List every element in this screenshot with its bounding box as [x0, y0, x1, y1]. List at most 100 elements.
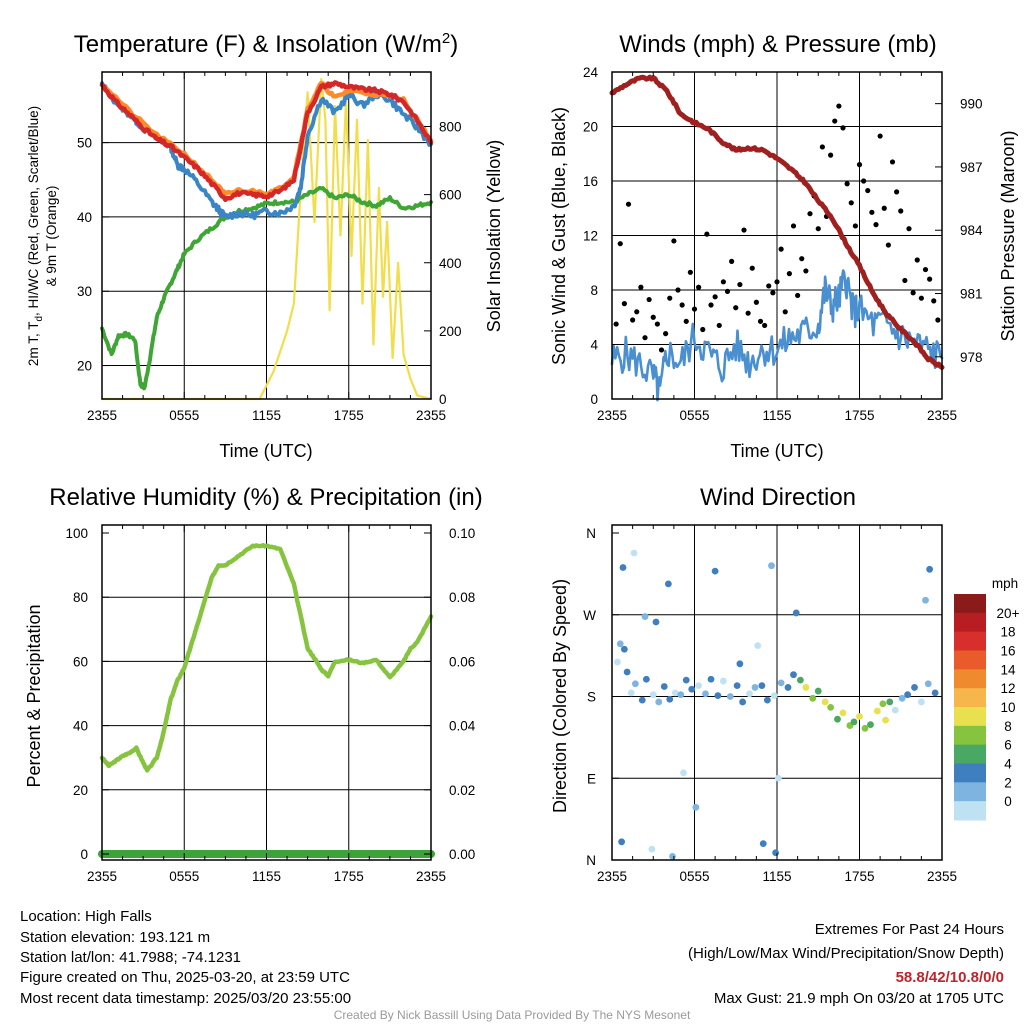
gust-point: [807, 211, 813, 217]
temperature-y2-tick-label: 0: [439, 392, 447, 407]
direction-point: [719, 677, 727, 685]
gust-point: [762, 322, 768, 329]
gust-point: [749, 265, 755, 271]
solar-insolation-line: [100, 77, 433, 401]
max-gust: Max Gust: 21.9 mph On 03/20 at 1705 UTC: [714, 990, 1004, 1007]
station-info: Location: High Falls Station elevation: …: [20, 908, 351, 1007]
humidity-y2-tick-label: 0.06: [449, 654, 475, 669]
gust-point: [935, 317, 941, 323]
direction-point: [917, 698, 925, 706]
colorbar-swatch: [954, 631, 986, 651]
temperature-title: Temperature (F) & Insolation (W/m2): [74, 30, 458, 58]
winds-x-tick-label: 0555: [679, 408, 709, 423]
gust-point: [927, 276, 933, 282]
direction-point: [688, 685, 696, 693]
gust-point: [720, 279, 726, 285]
humidity-y-tick-label: 60: [73, 654, 88, 669]
gust-point: [774, 279, 780, 285]
gust-point: [770, 290, 776, 296]
direction-point: [886, 698, 894, 706]
humidity-x-tick-label: 2355: [416, 869, 446, 884]
gust-point: [906, 226, 912, 232]
direction-point: [702, 690, 709, 698]
gust-point: [832, 118, 838, 124]
station-pressure-line: [609, 74, 945, 370]
direction-point: [867, 721, 874, 729]
winds-x-tick-label: 2355: [597, 408, 627, 423]
direction-point: [666, 695, 674, 703]
direction-point: [652, 618, 660, 626]
humidity-y2-tick-label: 0.02: [449, 783, 475, 798]
temperature-y-tick-label: 20: [77, 359, 92, 374]
direction-point: [733, 682, 741, 689]
gust-point: [848, 200, 854, 206]
gust-point: [782, 309, 788, 315]
winds-y2-tick-label: 984: [960, 223, 983, 238]
colorbar-unit-label: mph: [992, 576, 1018, 591]
direction-point: [619, 564, 627, 571]
gust-point: [691, 306, 698, 312]
direction-point: [641, 613, 649, 620]
gust-point: [621, 301, 627, 307]
gust-point: [803, 268, 809, 274]
temperature-y2-tick-label: 400: [439, 256, 462, 271]
humidity-title: Relative Humidity (%) & Precipitation (i…: [49, 484, 482, 511]
direction-point: [618, 838, 626, 846]
gust-point: [790, 223, 797, 229]
colorbar-label: 12: [1000, 681, 1015, 696]
winds-left-axis-label: Sonic Wind & Gust (Blue, Black): [549, 107, 569, 365]
winds-y2-tick-label: 990: [960, 97, 983, 112]
gust-point: [889, 159, 896, 165]
gust-point: [729, 258, 735, 264]
gust-point: [877, 133, 883, 139]
gust-point: [745, 310, 751, 316]
direction-point: [802, 684, 810, 691]
direction-point: [821, 698, 829, 706]
direction-point: [669, 852, 676, 860]
colorbar-swatch: [954, 763, 986, 783]
gust-point: [667, 295, 673, 301]
direction-point: [790, 671, 797, 679]
gust-point: [617, 241, 623, 247]
temperature-panel: Temperature (F) & Insolation (W/m2) 2355…: [26, 30, 504, 461]
gust-point: [741, 227, 747, 233]
direction-point: [642, 675, 650, 683]
gust-point: [885, 242, 891, 248]
winds-y-tick-label: 8: [590, 283, 598, 298]
gust-point: [700, 326, 706, 333]
gust-point: [856, 162, 863, 168]
winds-y-tick-label: 12: [583, 229, 598, 244]
direction-point: [768, 562, 775, 570]
humidity-y2-tick-label: 0.04: [449, 719, 476, 734]
extremes-values: 58.8/42/10.8/0/0: [896, 969, 1004, 986]
gust-point: [828, 152, 834, 158]
direction-x-tick-label: 0555: [679, 869, 709, 884]
direction-point: [758, 682, 766, 689]
direction-y-tick-label: N: [586, 526, 596, 541]
extremes-title: Extremes For Past 24 Hours: [815, 921, 1004, 938]
gust-point: [836, 103, 842, 109]
temperature-x-tick-label: 2355: [416, 408, 446, 423]
colorbar-swatch: [954, 612, 986, 633]
winds-y2-tick-label: 981: [960, 287, 983, 302]
credit-line: Created By Nick Bassill Using Data Provi…: [334, 1008, 691, 1022]
direction-point: [631, 680, 639, 688]
figure-created: Figure created on Thu, 2025-03-20, at 23…: [20, 969, 350, 986]
gust-point: [931, 298, 937, 304]
temperature-y2-tick-label: 600: [439, 188, 462, 203]
humidity-x-tick-label: 1755: [334, 869, 364, 884]
temperature-x-tick-label: 1155: [252, 408, 281, 423]
temperature-2m-line: [99, 80, 434, 203]
direction-point: [680, 769, 687, 777]
direction-point: [792, 609, 800, 617]
direction-point: [772, 849, 780, 857]
direction-y-tick-label: E: [587, 771, 596, 786]
gust-point: [716, 322, 722, 329]
colorbar-label: 16: [1000, 644, 1015, 659]
gust-point: [625, 201, 632, 207]
direction-left-axis-label: Direction (Colored By Speed): [550, 579, 570, 813]
gust-point: [638, 284, 644, 290]
gust-point: [687, 269, 693, 275]
direction-point: [664, 580, 672, 588]
colorbar-label: 10: [1000, 700, 1015, 715]
